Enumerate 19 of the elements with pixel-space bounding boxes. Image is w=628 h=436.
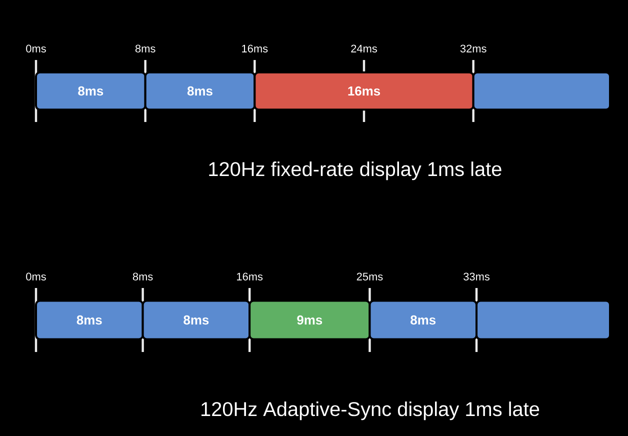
text: 120Hz Adaptive-Sync display 1ms late <box>202 402 540 420</box>
data-label: 16ms <box>348 86 380 96</box>
x-tick-label: 0ms <box>26 272 46 280</box>
x-tick-label: 33ms <box>464 272 490 280</box>
data-label: 9ms <box>297 315 322 325</box>
data-label: 8ms <box>187 86 212 96</box>
x-tick-label: 24ms <box>351 44 377 52</box>
data-label: 8ms <box>184 315 209 325</box>
x-tick-label: 0ms <box>26 44 46 52</box>
x-tick-label: 16ms <box>242 44 268 52</box>
x-tick-label: 25ms <box>356 272 383 280</box>
x-tick-label: 32ms <box>460 44 486 52</box>
x-tick-label: 8ms <box>132 272 153 280</box>
data-label: 8ms <box>78 86 104 96</box>
data-label: 8ms <box>410 315 436 325</box>
data-label: 8ms <box>76 315 102 325</box>
x-tick-label: 16ms <box>237 272 263 280</box>
x-tick-label: 8ms <box>135 44 156 52</box>
text: 120Hz fixed-rate display 1ms late <box>209 162 502 180</box>
